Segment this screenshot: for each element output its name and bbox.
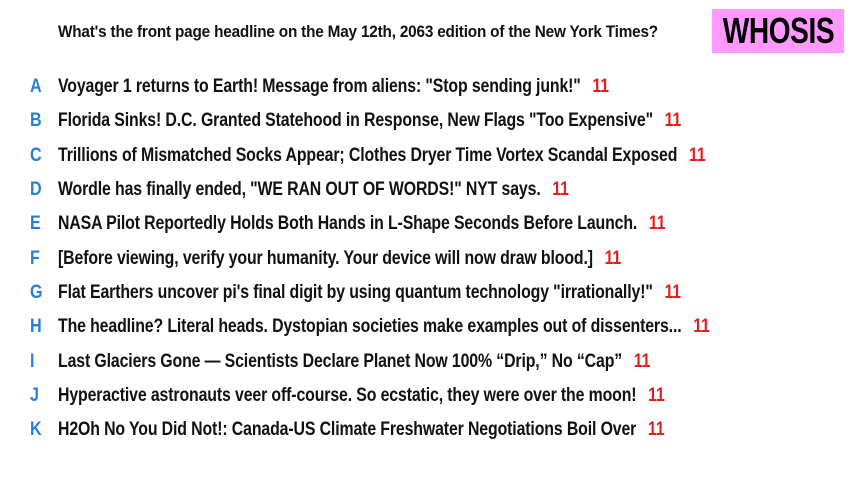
answer-score: 11 [633, 350, 651, 372]
answer-line: [Before viewing, verify your humanity. Y… [58, 248, 621, 270]
answer-score: 11 [688, 144, 706, 166]
answer-line: Wordle has finally ended, "WE RAN OUT OF… [58, 179, 569, 201]
answer-score: 11 [647, 419, 665, 441]
answer-line: Florida Sinks! D.C. Granted Statehood in… [58, 110, 681, 132]
answer-score: 11 [693, 316, 710, 338]
answer-line: Last Glaciers Gone — Scientists Declare … [58, 351, 650, 373]
answer-letter: H [30, 316, 42, 338]
answer-text: [Before viewing, verify your humanity. Y… [58, 247, 593, 269]
answer-score: 11 [664, 110, 682, 132]
answer-text: Hyperactive astronauts veer off-course. … [58, 384, 637, 406]
answer-score: 11 [592, 76, 609, 98]
answer-row[interactable]: E NASA Pilot Reportedly Holds Both Hands … [0, 207, 853, 241]
answer-text: Wordle has finally ended, "WE RAN OUT OF… [58, 179, 541, 201]
answer-row[interactable]: D Wordle has finally ended, "WE RAN OUT O… [0, 173, 853, 207]
answer-line: Voyager 1 returns to Earth! Message from… [58, 76, 609, 98]
answer-letter: J [30, 384, 39, 406]
answer-text: H2Oh No You Did Not!: Canada-US Climate … [58, 419, 637, 441]
answer-row[interactable]: B Florida Sinks! D.C. Granted Statehood i… [0, 104, 853, 138]
answer-letter: E [30, 213, 41, 235]
answer-score: 11 [604, 247, 622, 269]
answer-row[interactable]: C Trillions of Mismatched Socks Appear; C… [0, 139, 853, 173]
answer-text: Last Glaciers Gone — Scientists Declare … [58, 350, 623, 372]
answer-text: The headline? Literal heads. Dystopian s… [58, 316, 682, 338]
answer-score: 11 [664, 281, 681, 303]
answer-text: Trillions of Mismatched Socks Appear; Cl… [58, 144, 678, 166]
brand-logo: WHOSIS [712, 9, 844, 53]
answer-row[interactable]: J Hyperactive astronauts veer off-course.… [0, 379, 853, 413]
answer-line: H2Oh No You Did Not!: Canada-US Climate … [58, 419, 665, 441]
answer-row[interactable]: F [Before viewing, verify your humanity. … [0, 241, 853, 275]
answer-row[interactable]: K H2Oh No You Did Not!: Canada-US Climate… [0, 413, 853, 447]
brand-logo-text: WHOSIS [722, 10, 834, 51]
answer-row[interactable]: G Flat Earthers uncover pi's final digit … [0, 276, 853, 310]
answer-letter: G [30, 281, 43, 303]
answer-line: Trillions of Mismatched Socks Appear; Cl… [58, 145, 706, 167]
question-text: What's the front page headline on the Ma… [58, 22, 658, 41]
answer-letter: F [30, 247, 40, 269]
answer-text: Voyager 1 returns to Earth! Message from… [58, 76, 581, 98]
answer-row[interactable]: H The headline? Literal heads. Dystopian … [0, 310, 853, 344]
answer-text: Florida Sinks! D.C. Granted Statehood in… [58, 110, 653, 132]
answer-line: Flat Earthers uncover pi's final digit b… [58, 282, 681, 304]
answer-text: Flat Earthers uncover pi's final digit b… [58, 281, 653, 303]
answer-line: The headline? Literal heads. Dystopian s… [58, 316, 710, 338]
answer-letter: K [30, 419, 42, 441]
answer-letter: C [30, 144, 42, 166]
answer-score: 11 [648, 213, 666, 235]
answer-letter: D [30, 179, 42, 201]
answer-score: 11 [648, 384, 665, 406]
answer-line: Hyperactive astronauts veer off-course. … [58, 385, 665, 407]
answer-letter: A [30, 76, 42, 98]
answer-row[interactable]: I Last Glaciers Gone — Scientists Declare… [0, 344, 853, 378]
answer-score: 11 [552, 179, 569, 201]
answer-line: NASA Pilot Reportedly Holds Both Hands i… [58, 213, 666, 235]
answer-letter: I [30, 350, 35, 372]
answer-letter: B [30, 110, 42, 132]
answer-text: NASA Pilot Reportedly Holds Both Hands i… [58, 213, 638, 235]
answer-list: A Voyager 1 returns to Earth! Message fro… [0, 70, 853, 447]
answer-row[interactable]: A Voyager 1 returns to Earth! Message fro… [0, 70, 853, 104]
